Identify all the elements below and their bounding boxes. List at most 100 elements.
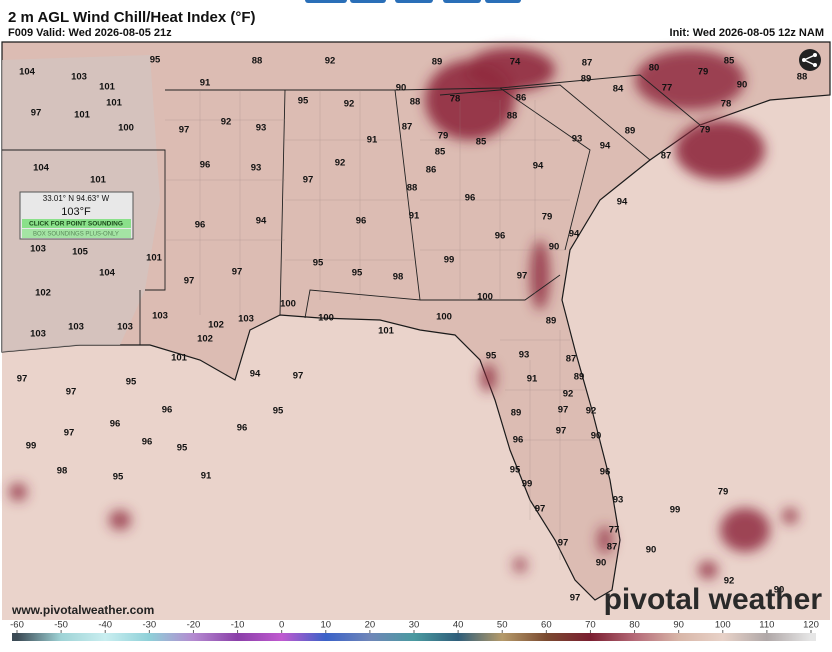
tab[interactable] [485, 0, 521, 3]
county-lines [165, 90, 600, 560]
station-value: 92 [563, 389, 574, 400]
station-value: 93 [251, 163, 262, 174]
colorbar-tick-label: -40 [98, 620, 112, 631]
colorbar-tick-label: 110 [759, 620, 774, 631]
station-value: 79 [700, 125, 711, 136]
station-value: 89 [581, 74, 592, 85]
station-value: 95 [352, 268, 363, 279]
station-value: 96 [237, 423, 248, 434]
station-value: 93 [572, 134, 583, 145]
station-value: 88 [407, 183, 418, 194]
colorbar-tick-label: 90 [673, 620, 684, 631]
station-value: 95 [177, 443, 188, 454]
station-value: 96 [465, 193, 476, 204]
land [1, 41, 831, 601]
colorbar-tick-label: 10 [320, 620, 331, 631]
station-value: 96 [142, 437, 153, 448]
station-value: 78 [721, 99, 732, 110]
station-value: 101 [74, 110, 91, 121]
colorbar-tick-label: 40 [453, 620, 464, 631]
station-value: 103 [68, 322, 84, 333]
station-value: 100 [280, 299, 296, 310]
station-value: 91 [409, 211, 420, 222]
station-value: 101 [378, 326, 395, 337]
station-value: 101 [106, 98, 123, 109]
station-value: 95 [273, 406, 284, 417]
station-value: 79 [718, 487, 729, 498]
station-value: 87 [661, 151, 672, 162]
colorbar-ticks: -60 -50 -40 -30 -20 -10 0 10 20 30 40 50 60 70 80 90 100… [10, 620, 819, 633]
colorbar-tick-label: 50 [497, 620, 508, 631]
station-value: 97 [31, 108, 42, 119]
station-value: 80 [649, 63, 660, 74]
station-value: 84 [613, 84, 624, 95]
station-value: 77 [662, 83, 673, 94]
station-value: 105 [72, 247, 89, 258]
station-value: 97 [303, 175, 314, 186]
colorbar [12, 633, 816, 641]
station-value: 91 [367, 135, 378, 146]
colorbar-tick-label: -20 [187, 620, 201, 631]
station-value: 93 [256, 123, 267, 134]
station-value: 85 [476, 137, 487, 148]
station-value: 89 [574, 372, 585, 383]
station-value: 97 [558, 405, 569, 416]
station-value: 103 [71, 72, 87, 83]
station-value: 103 [117, 322, 133, 333]
share-button[interactable] [799, 49, 821, 71]
station-value: 95 [150, 55, 161, 66]
station-value: 103 [152, 311, 168, 322]
station-value: 101 [99, 82, 116, 93]
station-value: 90 [591, 431, 602, 442]
station-value: 86 [426, 165, 437, 176]
station-value: 86 [516, 93, 527, 104]
station-value: 88 [252, 56, 263, 67]
station-value: 90 [774, 585, 785, 596]
station-value: 95 [126, 377, 137, 388]
share-dot [813, 63, 817, 67]
station-value: 100 [318, 313, 334, 324]
station-value: 88 [507, 111, 518, 122]
station-value: 91 [200, 78, 211, 89]
box-note: BOX SOUNDINGS PLUS-ONLY [33, 232, 119, 238]
station-value: 98 [57, 466, 68, 477]
station-value: 96 [513, 435, 524, 446]
colorbar-tick-label: 0 [279, 620, 284, 631]
station-value: 96 [495, 231, 506, 242]
share-dot [813, 53, 817, 57]
station-value: 103 [30, 244, 46, 255]
tab[interactable] [305, 0, 347, 3]
tab[interactable] [350, 0, 386, 3]
station-value: 88 [797, 72, 808, 83]
station-value: 104 [33, 163, 50, 174]
station-value: 103 [238, 314, 254, 325]
tab[interactable] [443, 0, 481, 3]
station-value: 92 [335, 158, 346, 169]
share-glyph [803, 54, 816, 66]
station-value: 94 [600, 141, 611, 152]
top-tabs [305, 0, 521, 3]
sounding-button-label[interactable]: CLICK FOR POINT SOUNDING [29, 221, 123, 228]
station-value: 99 [444, 255, 455, 266]
station-value: 94 [533, 161, 544, 172]
station-value: 95 [486, 351, 497, 362]
station-value: 87 [402, 122, 413, 133]
colorbar-tick-label: 20 [365, 620, 376, 631]
station-value: 92 [724, 576, 735, 587]
station-value: 90 [646, 545, 657, 556]
sounding-button[interactable] [22, 219, 131, 228]
station-value: 87 [566, 354, 577, 365]
station-value: 94 [617, 197, 628, 208]
popup-value: 103°F [61, 206, 91, 218]
colorbar-tick-label: 120 [803, 620, 819, 631]
tab[interactable] [395, 0, 433, 3]
station-value: 89 [432, 57, 443, 68]
station-value: 97 [184, 276, 195, 287]
station-value: 97 [179, 125, 190, 136]
station-value: 89 [625, 126, 636, 137]
station-value: 98 [393, 272, 404, 283]
station-value: 99 [522, 479, 533, 490]
station-value: 91 [201, 471, 212, 482]
station-value: 77 [609, 525, 620, 536]
